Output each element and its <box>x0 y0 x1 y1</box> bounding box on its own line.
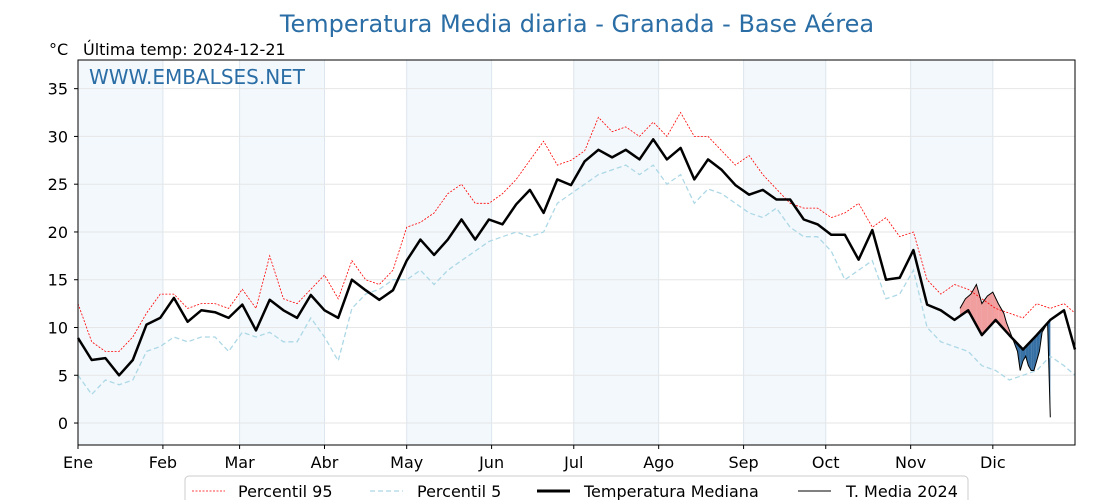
legend-label: Temperatura Mediana <box>583 482 759 500</box>
unit-label: °C <box>49 40 68 59</box>
month-band-Ene <box>78 60 163 445</box>
x-tick-label: Jun <box>478 453 504 472</box>
fill-below-median <box>1031 338 1034 371</box>
x-tick-label: Dic <box>980 453 1006 472</box>
fill-above-median <box>1003 313 1007 333</box>
legend-label: Percentil 95 <box>238 482 333 500</box>
x-tick-label: Nov <box>895 453 926 472</box>
x-tick-label: Mar <box>225 453 256 472</box>
fill-above-median <box>987 292 993 330</box>
x-tick-label: Jul <box>563 453 583 472</box>
x-tick-label: Ago <box>643 453 674 472</box>
x-tick-label: Feb <box>149 453 177 472</box>
y-tick-label: 15 <box>48 271 68 290</box>
fill-above-median <box>981 295 988 336</box>
y-tick-label: 0 <box>58 414 68 433</box>
legend: Percentil 95 Percentil 5 Temperatura Media… <box>184 475 969 500</box>
plot-frame <box>77 59 1076 446</box>
y-tick-label: 25 <box>48 175 68 194</box>
y-tick-label: 30 <box>48 127 68 146</box>
month-band-Nov <box>910 60 993 445</box>
month-band-Sep <box>743 60 826 445</box>
y-tick-label: 5 <box>58 366 68 385</box>
series-percentil-95 <box>77 111 1076 352</box>
month-band-Mar <box>239 60 325 445</box>
legend-label: T. Media 2024 <box>845 482 958 500</box>
y-tick-label: 20 <box>48 223 68 242</box>
fill-below-median <box>1028 340 1032 371</box>
last-temp-label: Última temp: 2024-12-21 <box>83 40 286 59</box>
legend-label: Percentil 5 <box>417 482 501 500</box>
fill-below-median <box>1020 346 1023 371</box>
y-tick-label: 35 <box>48 80 68 99</box>
x-tick-label: Oct <box>812 453 840 472</box>
x-tick-label: Ene <box>63 453 93 472</box>
x-tick-label: Abr <box>311 453 339 472</box>
fill-above-median <box>976 284 982 336</box>
month-band-Jul <box>573 60 659 445</box>
fill-below-median <box>1025 343 1029 366</box>
x-tick-label: Sep <box>729 453 759 472</box>
x-tick-label: May <box>390 453 423 472</box>
y-tick-label: 10 <box>48 318 68 337</box>
series-temperatura-mediana <box>76 138 1077 377</box>
watermark: WWW.EMBALSES.NET <box>89 65 306 89</box>
fill-above-median <box>970 284 977 326</box>
series-percentil-5 <box>77 164 1076 396</box>
fill-above-median <box>992 292 999 323</box>
series-t-media-2024 <box>959 283 1051 418</box>
month-band-May <box>406 60 492 445</box>
chart-title: Temperatura Media diaria - Granada - Bas… <box>279 10 874 38</box>
